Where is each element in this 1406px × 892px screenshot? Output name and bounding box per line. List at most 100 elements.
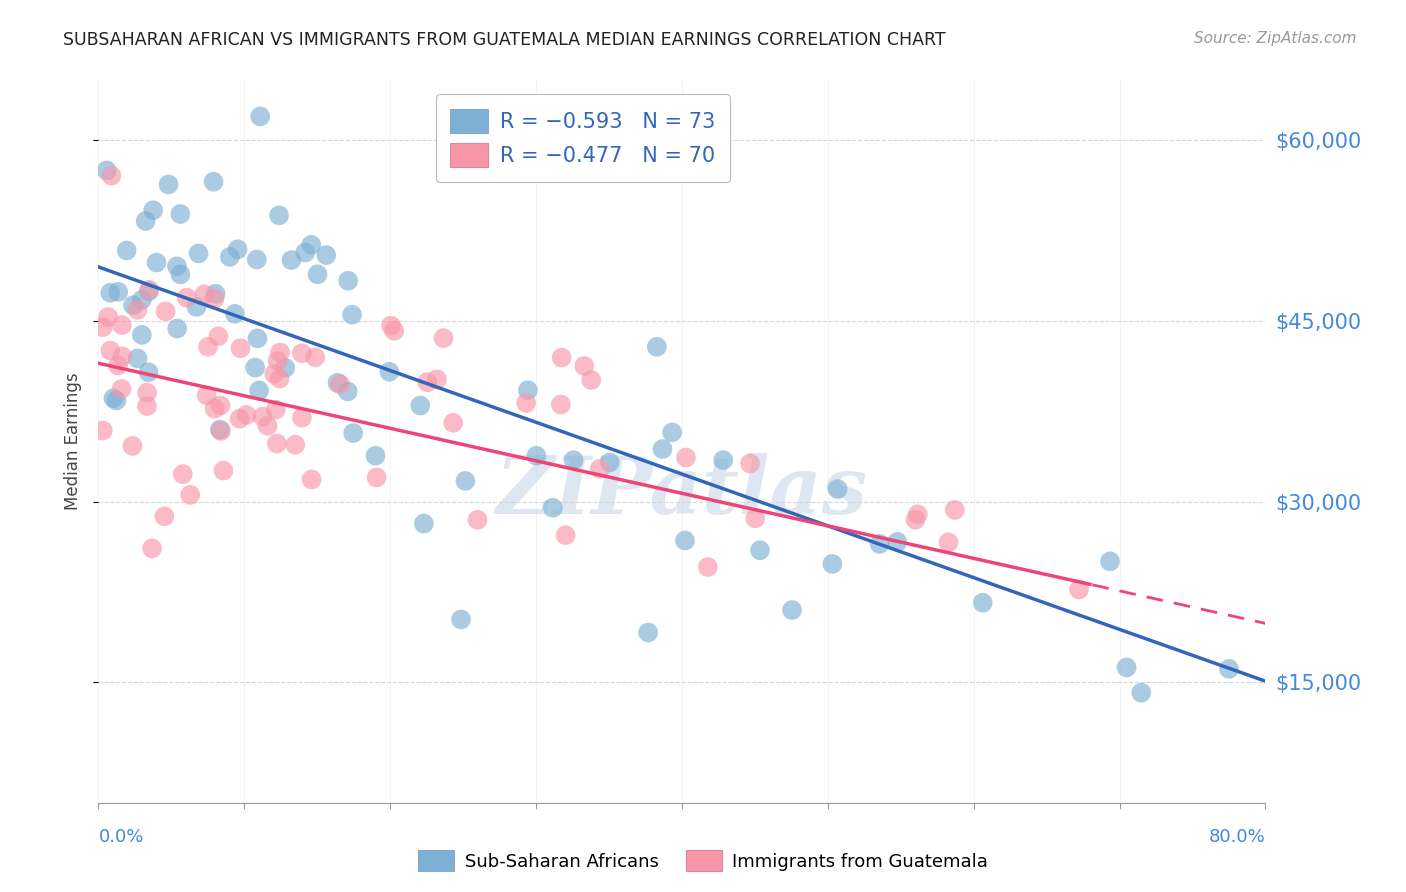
Point bbox=[249, 109, 271, 123]
Point bbox=[1098, 554, 1121, 568]
Point bbox=[454, 474, 477, 488]
Point bbox=[780, 603, 803, 617]
Point bbox=[380, 318, 402, 333]
Point bbox=[157, 178, 180, 192]
Point bbox=[645, 340, 668, 354]
Point bbox=[193, 287, 215, 301]
Point bbox=[326, 376, 349, 390]
Point bbox=[315, 248, 337, 262]
Point bbox=[226, 242, 249, 256]
Text: SUBSAHARAN AFRICAN VS IMMIGRANTS FROM GUATEMALA MEDIAN EARNINGS CORRELATION CHAR: SUBSAHARAN AFRICAN VS IMMIGRANTS FROM GU… bbox=[63, 31, 946, 49]
Point bbox=[107, 285, 129, 299]
Point bbox=[131, 293, 153, 307]
Point bbox=[127, 302, 149, 317]
Point bbox=[138, 365, 160, 379]
Point bbox=[235, 408, 257, 422]
Point bbox=[749, 543, 772, 558]
Point bbox=[269, 371, 291, 385]
Point bbox=[938, 535, 960, 549]
Point bbox=[336, 384, 359, 399]
Point bbox=[541, 500, 564, 515]
Point bbox=[98, 285, 121, 300]
Point bbox=[869, 537, 891, 551]
Point bbox=[121, 439, 143, 453]
Point bbox=[637, 625, 659, 640]
Point bbox=[153, 509, 176, 524]
Point bbox=[526, 449, 548, 463]
Point bbox=[136, 385, 159, 400]
Legend: R = −0.593   N = 73, R = −0.477   N = 70: R = −0.593 N = 73, R = −0.477 N = 70 bbox=[436, 95, 730, 182]
Point bbox=[307, 268, 329, 282]
Point bbox=[243, 360, 266, 375]
Text: 0.0%: 0.0% bbox=[98, 828, 143, 846]
Point bbox=[432, 331, 454, 345]
Point bbox=[1115, 660, 1137, 674]
Point bbox=[224, 307, 246, 321]
Point bbox=[441, 416, 464, 430]
Point bbox=[212, 463, 235, 477]
Point bbox=[450, 612, 472, 626]
Point bbox=[209, 399, 232, 413]
Point bbox=[141, 541, 163, 556]
Point bbox=[382, 324, 405, 338]
Point bbox=[301, 473, 323, 487]
Point bbox=[267, 208, 290, 222]
Point bbox=[219, 250, 242, 264]
Point bbox=[675, 450, 697, 465]
Point bbox=[246, 252, 269, 267]
Point bbox=[416, 375, 439, 389]
Point bbox=[252, 409, 274, 424]
Point bbox=[904, 513, 927, 527]
Point bbox=[744, 511, 766, 525]
Point bbox=[562, 453, 585, 467]
Point bbox=[599, 455, 621, 469]
Point bbox=[550, 351, 572, 365]
Point bbox=[340, 308, 363, 322]
Point bbox=[516, 384, 538, 398]
Point bbox=[738, 457, 761, 471]
Point bbox=[166, 260, 188, 274]
Point bbox=[97, 310, 120, 324]
Point bbox=[103, 391, 125, 405]
Point bbox=[96, 163, 118, 178]
Point bbox=[280, 253, 302, 268]
Point bbox=[972, 596, 994, 610]
Point bbox=[111, 318, 134, 332]
Point bbox=[1218, 662, 1240, 676]
Point bbox=[138, 283, 160, 297]
Point bbox=[169, 268, 191, 282]
Point bbox=[1130, 686, 1153, 700]
Point bbox=[263, 367, 285, 381]
Point bbox=[269, 345, 291, 359]
Text: 80.0%: 80.0% bbox=[1209, 828, 1265, 846]
Point bbox=[131, 327, 153, 342]
Point bbox=[229, 341, 252, 355]
Point bbox=[98, 343, 121, 358]
Point bbox=[202, 175, 225, 189]
Point bbox=[651, 442, 673, 456]
Point bbox=[467, 513, 489, 527]
Point bbox=[907, 508, 929, 522]
Point bbox=[821, 557, 844, 571]
Point bbox=[176, 291, 198, 305]
Point bbox=[409, 399, 432, 413]
Point bbox=[266, 436, 288, 450]
Point bbox=[274, 360, 297, 375]
Point bbox=[264, 402, 287, 417]
Point bbox=[247, 384, 270, 398]
Point bbox=[145, 255, 167, 269]
Point bbox=[589, 462, 612, 476]
Point bbox=[827, 482, 849, 496]
Point bbox=[111, 350, 134, 364]
Point bbox=[169, 207, 191, 221]
Point bbox=[1067, 582, 1090, 597]
Point bbox=[291, 410, 314, 425]
Point bbox=[673, 533, 696, 548]
Point bbox=[515, 396, 537, 410]
Legend: Sub-Saharan Africans, Immigrants from Guatemala: Sub-Saharan Africans, Immigrants from Gu… bbox=[411, 843, 995, 879]
Point bbox=[155, 304, 177, 318]
Point bbox=[366, 470, 388, 484]
Point bbox=[186, 300, 208, 314]
Point bbox=[299, 237, 322, 252]
Point bbox=[304, 351, 326, 365]
